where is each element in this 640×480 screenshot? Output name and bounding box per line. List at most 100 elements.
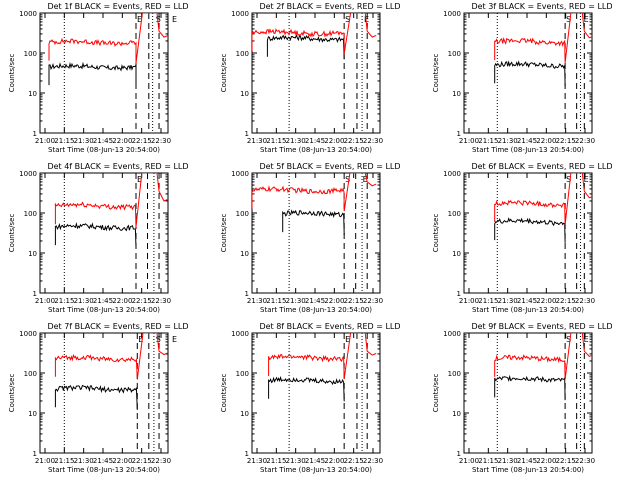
x-axis-label: Start Time (08-Jun-13 20:54:00) (260, 466, 372, 474)
marker-label: E (172, 15, 177, 24)
x-tick-label: 22:30 (575, 137, 595, 145)
x-axis-label: Start Time (08-Jun-13 20:54:00) (48, 466, 160, 474)
marker-label: S (566, 175, 571, 184)
x-tick-label: 21:30 (286, 137, 306, 145)
series-lld-line (54, 333, 168, 380)
y-tick-label: 100 (448, 210, 461, 218)
x-axis-label: Start Time (08-Jun-13 20:54:00) (472, 306, 584, 314)
x-tick-label: 21:15 (54, 297, 74, 305)
series-events-line (48, 61, 137, 88)
y-tick-label: 1 (457, 450, 461, 458)
x-tick-label: 22:15 (132, 297, 152, 305)
y-tick-label: 10 (240, 250, 249, 258)
panel-title: Det 5f BLACK = Events, RED = LLD (259, 162, 400, 171)
series-events-line (494, 374, 566, 401)
x-tick-label: 21:30 (498, 297, 518, 305)
x-tick-label: 22:00 (324, 457, 344, 465)
x-tick-label: 21:45 (517, 137, 537, 145)
marker-label: S (156, 335, 161, 344)
y-tick-label: 1000 (231, 330, 249, 338)
x-tick-label: 22:00 (112, 137, 132, 145)
x-tick-label: 21:00 (35, 457, 55, 465)
y-tick-label: 100 (236, 50, 249, 58)
x-tick-label: 22:30 (151, 297, 171, 305)
x-tick-label: 21:45 (305, 297, 325, 305)
panel-title: Det 9f BLACK = Events, RED = LLD (471, 322, 612, 331)
x-tick-label: 21:45 (93, 457, 113, 465)
series-lld-line (252, 13, 377, 54)
panel-det-3: Det 3f BLACK = Events, RED = LLD 1 10 100 10… (432, 2, 613, 154)
x-tick-label: 22:15 (132, 457, 152, 465)
plot-frame (463, 12, 593, 134)
y-tick-label: 10 (28, 250, 37, 258)
plot-frame (39, 172, 169, 294)
series-events-line (282, 209, 345, 235)
x-tick-label: 21:30 (74, 137, 94, 145)
panel-det-6: Det 6f BLACK = Events, RED = LLD 1 10 100 10… (432, 162, 613, 314)
x-tick-label: 21:00 (459, 297, 479, 305)
panel-det-1: Det 1f BLACK = Events, RED = LLD 1 10 100 10… (8, 2, 189, 154)
plot-frame (463, 332, 593, 454)
x-tick-label: 22:00 (536, 137, 556, 145)
y-tick-label: 1 (457, 130, 461, 138)
marker-label: E (137, 175, 142, 184)
x-tick-label: 22:15 (344, 297, 364, 305)
marker-label: S (345, 175, 350, 184)
x-tick-label: 21:30 (247, 137, 267, 145)
y-tick-label: 1 (33, 290, 37, 298)
x-tick-label: 21:15 (54, 457, 74, 465)
y-tick-label: 1000 (19, 330, 37, 338)
x-tick-label: 21:15 (266, 137, 286, 145)
series-events-line (266, 33, 345, 60)
y-tick-label: 10 (240, 90, 249, 98)
series-events-line (54, 221, 137, 248)
panel-det-7: Det 7f BLACK = Events, RED = LLD 1 10 100 10… (8, 322, 189, 474)
marker-label: E (584, 175, 589, 184)
x-tick-label: 22:15 (132, 137, 152, 145)
x-tick-label: 21:00 (459, 137, 479, 145)
x-tick-label: 21:30 (498, 457, 518, 465)
y-axis-label: Counts/sec (220, 54, 228, 93)
x-tick-label: 22:15 (344, 137, 364, 145)
x-tick-label: 21:15 (478, 137, 498, 145)
x-tick-label: 22:00 (324, 137, 344, 145)
series-events-line (494, 217, 566, 243)
y-tick-label: 1000 (231, 10, 249, 18)
panel-title: Det 8f BLACK = Events, RED = LLD (259, 322, 400, 331)
panel-title: Det 1f BLACK = Events, RED = LLD (47, 2, 188, 11)
plot-frame (39, 12, 169, 134)
x-axis-label: Start Time (08-Jun-13 20:54:00) (260, 146, 372, 154)
y-tick-label: 100 (24, 370, 37, 378)
x-tick-label: 21:15 (266, 297, 286, 305)
x-axis-label: Start Time (08-Jun-13 20:54:00) (472, 466, 584, 474)
x-tick-label: 22:00 (536, 457, 556, 465)
marker-label: E (138, 335, 143, 344)
marker-label: E (137, 15, 142, 24)
panel-det-4: Det 4f BLACK = Events, RED = LLD 1 10 100 10… (8, 162, 189, 314)
x-axis-label: Start Time (08-Jun-13 20:54:00) (48, 146, 160, 154)
y-tick-label: 100 (236, 210, 249, 218)
panel-det-8: Det 8f BLACK = Events, RED = LLD 1 10 100 10… (220, 322, 401, 474)
series-lld-line (252, 173, 377, 212)
marker-label: S (156, 15, 161, 24)
y-tick-label: 100 (24, 210, 37, 218)
x-tick-label: 21:00 (35, 137, 55, 145)
panel-title: Det 3f BLACK = Events, RED = LLD (471, 2, 612, 11)
panel-title: Det 4f BLACK = Events, RED = LLD (47, 162, 188, 171)
x-tick-label: 21:30 (74, 297, 94, 305)
x-axis-label: Start Time (08-Jun-13 20:54:00) (48, 306, 160, 314)
x-tick-label: 22:15 (344, 457, 364, 465)
y-tick-label: 10 (452, 250, 461, 258)
y-tick-label: 10 (28, 410, 37, 418)
x-tick-label: 22:00 (324, 297, 344, 305)
series-lld-line (48, 13, 168, 64)
y-tick-label: 100 (448, 50, 461, 58)
x-axis-label: Start Time (08-Jun-13 20:54:00) (472, 146, 584, 154)
marker-label: S (566, 335, 571, 344)
x-tick-label: 21:30 (498, 137, 518, 145)
panel-title: Det 6f BLACK = Events, RED = LLD (471, 162, 612, 171)
x-tick-label: 21:30 (247, 457, 267, 465)
x-tick-label: 22:15 (556, 457, 576, 465)
x-tick-label: 21:30 (74, 457, 94, 465)
x-tick-label: 21:15 (478, 297, 498, 305)
